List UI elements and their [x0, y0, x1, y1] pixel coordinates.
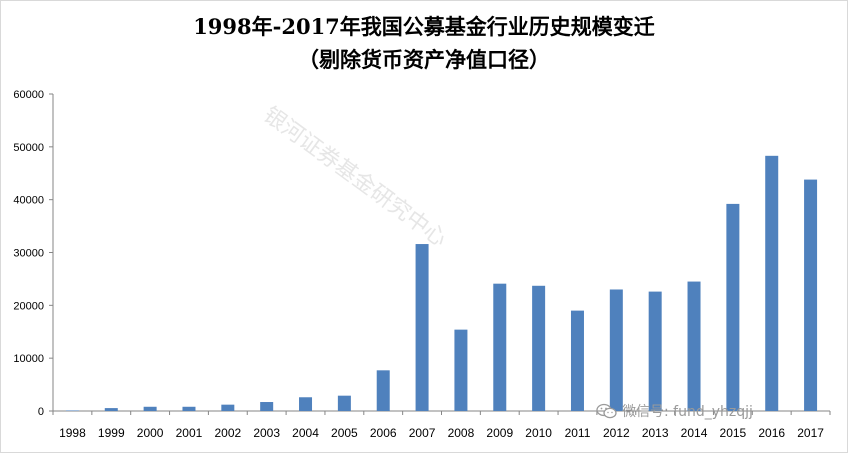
x-tick-label: 2011	[565, 426, 591, 440]
y-tick-label: 10000	[13, 353, 44, 365]
bar-series	[65, 155, 818, 411]
y-tick-label: 0	[38, 406, 44, 418]
x-tick-label: 2016	[758, 426, 785, 440]
chart-subtitle: （剔除货币资产净值口径）	[298, 47, 550, 72]
bar-2004	[299, 397, 313, 411]
bar-2014	[687, 281, 701, 411]
x-tick-label: 2013	[642, 426, 669, 440]
x-tick-label: 2001	[176, 426, 203, 440]
x-tick-label: 1998	[59, 426, 86, 440]
x-axis-labels: 1998 1999 2000 2001 2002 2003 2004 2005 2006 2007…	[59, 426, 824, 440]
watermark: 银河证券基金研究中心	[258, 103, 451, 253]
x-tick-label: 2006	[370, 426, 397, 440]
bar-2008	[454, 329, 468, 411]
y-tick-label: 50000	[13, 142, 44, 154]
wechat-icon	[596, 403, 617, 419]
x-tick-label: 2017	[797, 426, 824, 440]
bar-2000	[143, 406, 157, 411]
y-tick-label: 60000	[13, 89, 44, 101]
bar-2001	[182, 406, 196, 411]
y-tick-label: 20000	[13, 300, 44, 312]
bar-2013	[648, 291, 662, 411]
chart-title: 1998年-2017年我国公募基金行业历史规模变迁	[193, 14, 655, 39]
bar-2005	[337, 395, 351, 411]
chart-axes	[49, 93, 831, 415]
wechat-watermark: 微信号: fund_yhzqjj	[596, 401, 753, 421]
x-tick-label: 2005	[331, 426, 358, 440]
x-tick-label: 2008	[448, 426, 475, 440]
watermark-text: 银河证券基金研究中心	[258, 103, 451, 253]
y-tick-label: 40000	[13, 195, 44, 207]
bar-2012	[609, 289, 623, 411]
x-tick-label: 2015	[720, 426, 747, 440]
bar-2003	[260, 402, 274, 411]
bar-1999	[104, 408, 118, 411]
bar-2010	[532, 285, 546, 411]
x-tick-label: 2003	[253, 426, 280, 440]
bar-2017	[804, 179, 818, 411]
bar-2007	[415, 244, 429, 411]
bar-2002	[221, 404, 235, 411]
bar-2011	[570, 310, 584, 411]
x-tick-label: 2007	[409, 426, 436, 440]
bar-2016	[765, 155, 779, 411]
x-tick-label: 2009	[486, 426, 513, 440]
bar-1998	[65, 410, 79, 411]
x-tick-label: 2014	[681, 426, 708, 440]
bar-2006	[376, 370, 390, 411]
x-tick-label: 2010	[525, 426, 552, 440]
y-axis-labels: 0 10000 20000 30000 40000 50000 60000	[13, 89, 44, 418]
bar-2015	[726, 203, 740, 411]
x-tick-label: 2004	[292, 426, 319, 440]
x-tick-label: 2002	[214, 426, 241, 440]
bar-2009	[493, 283, 507, 411]
x-tick-label: 2012	[603, 426, 630, 440]
x-tick-label: 1999	[98, 426, 125, 440]
y-tick-label: 30000	[13, 248, 44, 260]
wechat-label: 微信号: fund_yhzqjj	[622, 404, 753, 420]
x-tick-label: 2000	[137, 426, 164, 440]
